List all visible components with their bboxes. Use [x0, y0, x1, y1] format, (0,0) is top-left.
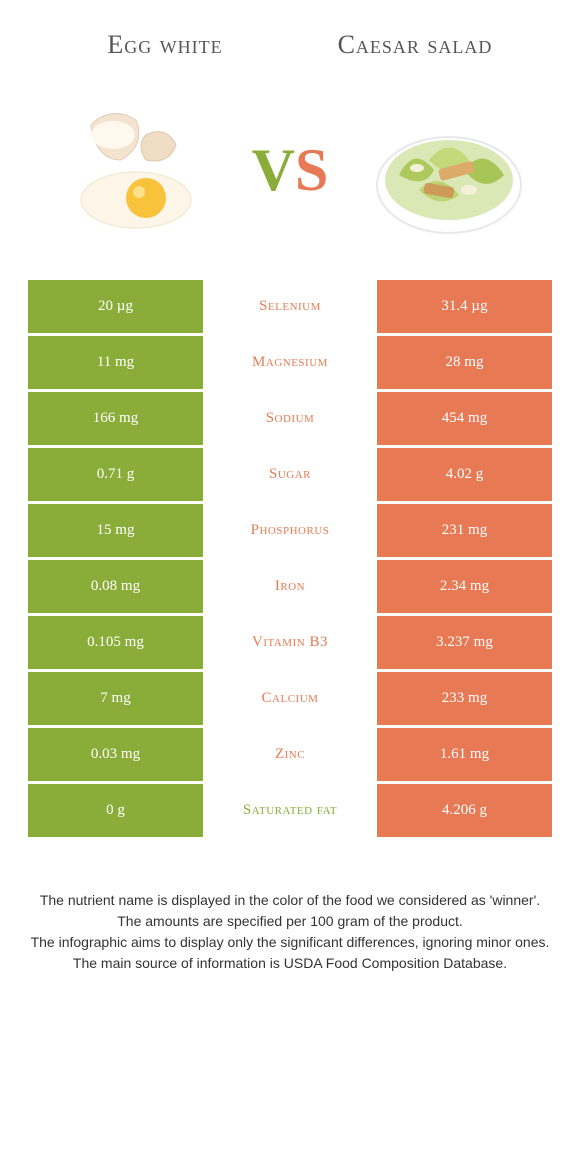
right-food-title: Caesar salad — [290, 30, 540, 60]
table-row: 0.03 mgZinc1.61 mg — [28, 728, 552, 781]
footer-line: The nutrient name is displayed in the co… — [30, 890, 550, 911]
right-value: 454 mg — [377, 392, 552, 445]
vs-label: VS — [252, 136, 329, 205]
right-value: 28 mg — [377, 336, 552, 389]
nutrient-label: Phosphorus — [203, 504, 377, 557]
nutrient-label: Iron — [203, 560, 377, 613]
footer-notes: The nutrient name is displayed in the co… — [0, 840, 580, 994]
nutrient-label: Saturated fat — [203, 784, 377, 837]
vs-s: S — [295, 137, 328, 203]
right-value: 1.61 mg — [377, 728, 552, 781]
left-value: 11 mg — [28, 336, 203, 389]
left-value: 166 mg — [28, 392, 203, 445]
right-value: 4.206 g — [377, 784, 552, 837]
hero-row: VS — [0, 70, 580, 280]
header: Egg white Caesar salad — [0, 0, 580, 70]
table-row: 15 mgPhosphorus231 mg — [28, 504, 552, 557]
table-row: 11 mgMagnesium28 mg — [28, 336, 552, 389]
left-food-title: Egg white — [40, 30, 290, 60]
left-value: 0.03 mg — [28, 728, 203, 781]
right-value: 2.34 mg — [377, 560, 552, 613]
nutrient-label: Vitamin B3 — [203, 616, 377, 669]
caesar-salad-image — [369, 90, 529, 250]
left-value: 0.71 g — [28, 448, 203, 501]
left-value: 0 g — [28, 784, 203, 837]
right-value: 231 mg — [377, 504, 552, 557]
comparison-table: 20 µgSelenium31.4 µg11 mgMagnesium28 mg1… — [0, 280, 580, 837]
left-value: 0.105 mg — [28, 616, 203, 669]
left-value: 7 mg — [28, 672, 203, 725]
right-value: 3.237 mg — [377, 616, 552, 669]
nutrient-label: Sodium — [203, 392, 377, 445]
nutrient-label: Zinc — [203, 728, 377, 781]
table-row: 7 mgCalcium233 mg — [28, 672, 552, 725]
table-row: 166 mgSodium454 mg — [28, 392, 552, 445]
right-value: 31.4 µg — [377, 280, 552, 333]
nutrient-label: Sugar — [203, 448, 377, 501]
left-value: 0.08 mg — [28, 560, 203, 613]
table-row: 0 gSaturated fat4.206 g — [28, 784, 552, 837]
footer-line: The amounts are specified per 100 gram o… — [30, 911, 550, 932]
right-value: 4.02 g — [377, 448, 552, 501]
table-row: 0.105 mgVitamin B33.237 mg — [28, 616, 552, 669]
nutrient-label: Selenium — [203, 280, 377, 333]
right-value: 233 mg — [377, 672, 552, 725]
left-value: 20 µg — [28, 280, 203, 333]
left-value: 15 mg — [28, 504, 203, 557]
nutrient-label: Calcium — [203, 672, 377, 725]
footer-line: The main source of information is USDA F… — [30, 953, 550, 974]
egg-white-image — [51, 90, 211, 250]
nutrient-label: Magnesium — [203, 336, 377, 389]
table-row: 0.71 gSugar4.02 g — [28, 448, 552, 501]
table-row: 0.08 mgIron2.34 mg — [28, 560, 552, 613]
footer-line: The infographic aims to display only the… — [30, 932, 550, 953]
vs-v: V — [252, 137, 295, 203]
table-row: 20 µgSelenium31.4 µg — [28, 280, 552, 333]
